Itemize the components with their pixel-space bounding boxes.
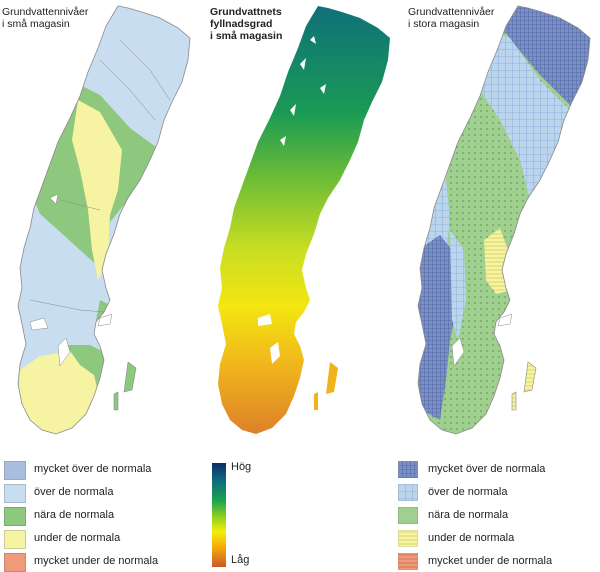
legend-swatch bbox=[398, 484, 418, 501]
title-line: fyllnadsgrad bbox=[210, 18, 273, 30]
legend-swatch bbox=[398, 553, 418, 570]
title-large-aquifers: Grundvattennivåer i stora magasin bbox=[408, 6, 494, 30]
legend-swatch bbox=[4, 530, 26, 549]
legend-label: mycket under de normala bbox=[428, 555, 553, 567]
title-line: i små magasin bbox=[210, 30, 283, 42]
legend-label: mycket under de normala bbox=[34, 555, 159, 567]
legend-label: mycket över de normala bbox=[34, 463, 152, 475]
map-large-aquifers bbox=[417, 5, 591, 435]
legend-low-label: Låg bbox=[231, 554, 250, 566]
legend-high-label: Hög bbox=[231, 461, 252, 473]
legend-swatch bbox=[4, 484, 26, 503]
title-line: Grundvattennivåer bbox=[408, 6, 495, 18]
legend-swatch bbox=[398, 461, 418, 478]
legend-swatch bbox=[398, 530, 418, 547]
legend-label: nära de normala bbox=[34, 509, 115, 521]
legend-label: under de normala bbox=[428, 532, 515, 544]
title-line: Grundvattennivåer bbox=[2, 6, 89, 18]
legend-label: under de normala bbox=[34, 532, 121, 544]
legend-label: mycket över de normala bbox=[428, 463, 546, 475]
legend-swatch bbox=[4, 553, 26, 572]
legend-swatch bbox=[398, 507, 418, 524]
legend-label: nära de normala bbox=[428, 509, 509, 521]
map-fill-degree bbox=[218, 6, 390, 434]
title-line: Grundvattnets bbox=[210, 6, 282, 18]
title-line: i små magasin bbox=[2, 18, 70, 30]
legend-swatch bbox=[4, 461, 26, 480]
map-small-aquifers bbox=[17, 5, 191, 435]
legend-swatch bbox=[4, 507, 26, 526]
legend-label: över de normala bbox=[34, 486, 114, 498]
title-fill-degree: Grundvattnets fyllnadsgrad i små magasin bbox=[210, 6, 282, 42]
legend-label: över de normala bbox=[428, 486, 508, 498]
title-line: i stora magasin bbox=[408, 18, 480, 30]
title-small-aquifers: Grundvattennivåer i små magasin bbox=[2, 6, 88, 30]
legend-gradient-bar bbox=[212, 463, 226, 567]
